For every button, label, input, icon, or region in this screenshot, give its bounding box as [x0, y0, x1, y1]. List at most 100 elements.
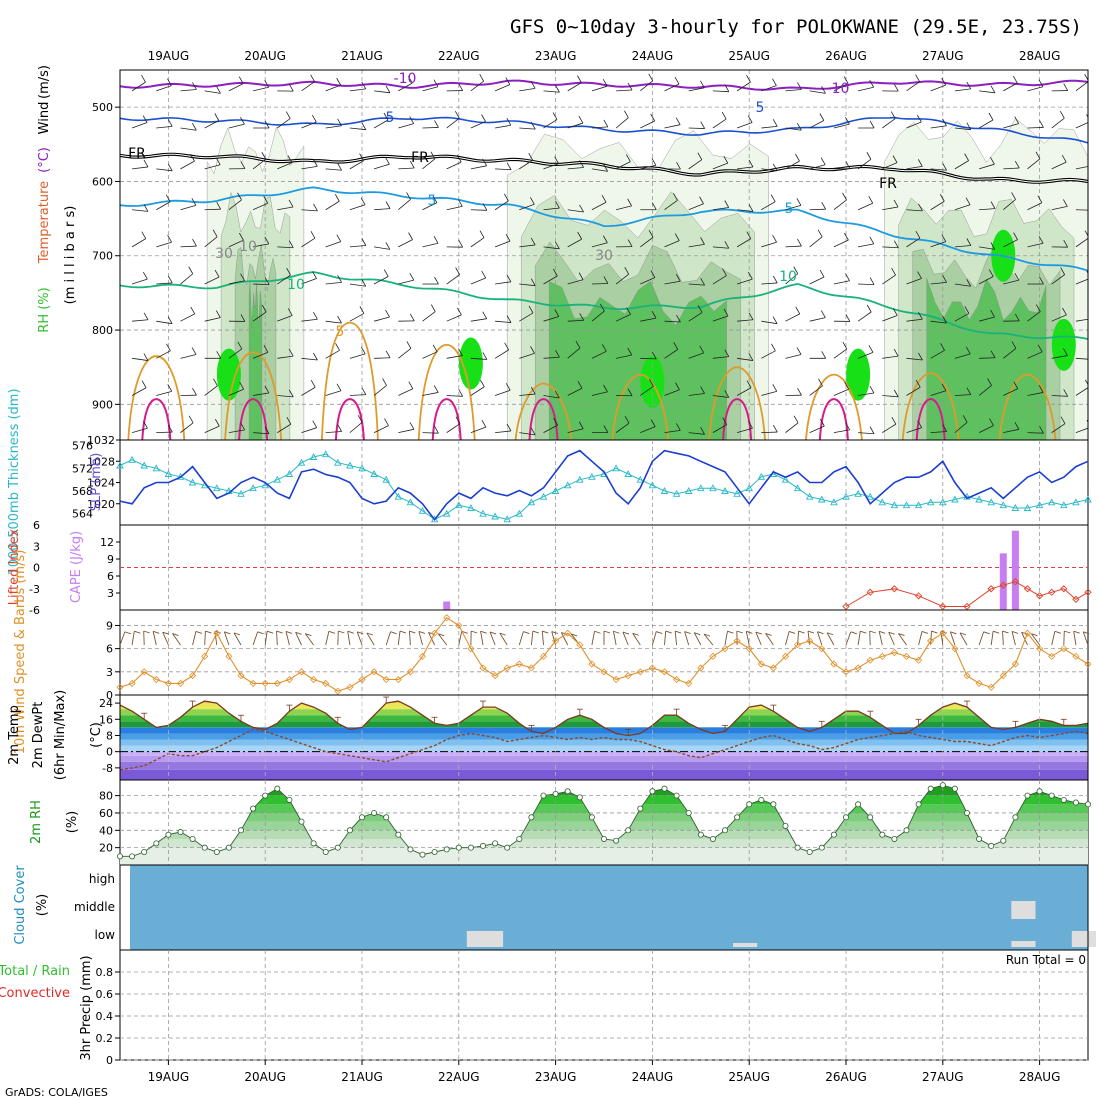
wind-barb — [519, 159, 533, 170]
wind-barb — [591, 350, 607, 359]
wind-barb-flag — [261, 304, 267, 313]
wind-barb-flag — [795, 153, 800, 162]
wind-barb-flag — [869, 385, 875, 394]
wind-barb — [180, 204, 196, 211]
wind-barb-flag — [845, 161, 851, 169]
wind-barb-flag — [613, 630, 620, 634]
wind-barb-flag — [1037, 344, 1043, 353]
wind-barb-flag — [141, 231, 147, 239]
wind-barb — [470, 165, 487, 170]
wind-barb-flag — [167, 316, 173, 324]
wind-barb — [807, 631, 811, 646]
temperature-color-band — [120, 769, 1088, 780]
wind-barb-flag — [1084, 74, 1088, 81]
rh-high-pocket — [458, 337, 483, 390]
wind-barb-flag — [627, 198, 632, 207]
wind-barb — [1075, 166, 1088, 170]
wind-barb — [664, 320, 681, 323]
wind-barb — [978, 163, 995, 170]
wind-barb — [349, 204, 366, 211]
thickness-marker — [878, 498, 887, 506]
date-label-top: 26AUG — [825, 49, 867, 63]
wind-barb-flag — [142, 115, 148, 123]
wind-barb — [349, 394, 366, 396]
wind-barb — [882, 395, 899, 398]
wind-barb — [906, 427, 922, 434]
wind-barb — [1003, 388, 1018, 396]
rh-band — [120, 838, 1088, 848]
wind-barb-flag — [1084, 379, 1088, 386]
thickness-marker — [1084, 495, 1092, 503]
wind-barb-flag — [237, 341, 243, 350]
lifted-index-marker — [1072, 595, 1080, 604]
thickness-marker — [334, 458, 342, 466]
rh-high-pocket — [1051, 318, 1076, 371]
thickness-marker — [309, 453, 318, 460]
wind-barb-flag — [797, 388, 802, 396]
wind-barb — [858, 432, 875, 435]
rh-marker — [516, 835, 523, 842]
wind-barb — [906, 121, 922, 129]
wind-barb-flag — [983, 631, 990, 635]
thickness-marker — [539, 492, 548, 500]
wind-barb — [519, 283, 536, 287]
wind-barb-flag — [795, 306, 801, 315]
wind-barb-flag — [506, 274, 512, 283]
cape-bar — [1011, 530, 1019, 610]
rh-marker — [709, 835, 716, 842]
rh-marker — [818, 844, 825, 851]
wind-barb-flag — [942, 163, 947, 171]
wind-barb — [591, 283, 608, 285]
wind-barb — [1075, 427, 1088, 434]
wind-barb — [785, 422, 799, 433]
wind-barb — [640, 277, 656, 285]
cape-tick-label: 6 — [107, 570, 114, 583]
wind-barb-flag — [555, 241, 560, 250]
wind-barb — [494, 349, 509, 359]
wind-barb-flag — [481, 270, 487, 279]
wind-speed-marker — [854, 664, 862, 672]
thickness-marker — [926, 498, 935, 506]
wind-barb-flag — [942, 424, 948, 432]
wind-barb-flag — [577, 381, 583, 389]
li-tick-label: -6 — [29, 604, 40, 617]
wind-barb-flag — [1031, 633, 1038, 637]
wind-barb — [736, 81, 751, 92]
wind-barb-flag — [528, 305, 534, 314]
wind-barb-flag — [153, 630, 160, 634]
wind-speed-marker — [685, 679, 693, 687]
wind-speed-marker — [164, 679, 172, 687]
wind-barb-flag — [506, 423, 512, 432]
wind-barb-flag — [603, 164, 609, 172]
wind-barb — [180, 245, 197, 248]
rh-marker — [649, 788, 656, 795]
wind-barb — [785, 273, 799, 285]
wind-barb — [979, 90, 996, 94]
slp-line — [119, 449, 1089, 522]
wind-barb — [446, 355, 463, 359]
wind-barb-flag — [504, 193, 509, 201]
wind-barb-flag — [336, 383, 342, 391]
wind-barb — [954, 245, 971, 248]
wind-barb-flag — [1014, 160, 1020, 169]
wind-barb-flag — [216, 201, 222, 210]
wind-barb — [858, 283, 875, 285]
wind-barb-flag — [748, 159, 754, 168]
cape-axis-label: CAPE (J/kg) — [69, 531, 84, 603]
date-label-top: 19AUG — [148, 49, 190, 63]
precip-tick-label: 0.6 — [96, 988, 114, 1001]
wind-barb-flag — [418, 631, 426, 634]
thickness-marker — [672, 489, 681, 497]
wind-barb-flag — [190, 306, 196, 315]
wind-speed-marker — [406, 668, 414, 676]
wind-barb-flag — [530, 346, 535, 354]
wind-barb — [761, 431, 778, 434]
rh-marker — [237, 827, 244, 834]
thickness-tick-label: 572 — [72, 462, 93, 475]
wind-barb-flag — [288, 389, 294, 398]
temperature-tick-label: 0 — [106, 746, 113, 759]
wind-barb — [833, 83, 849, 92]
wind-barb — [906, 318, 923, 322]
rh-tick-label: 80 — [99, 790, 113, 803]
wind-barb — [882, 423, 897, 433]
